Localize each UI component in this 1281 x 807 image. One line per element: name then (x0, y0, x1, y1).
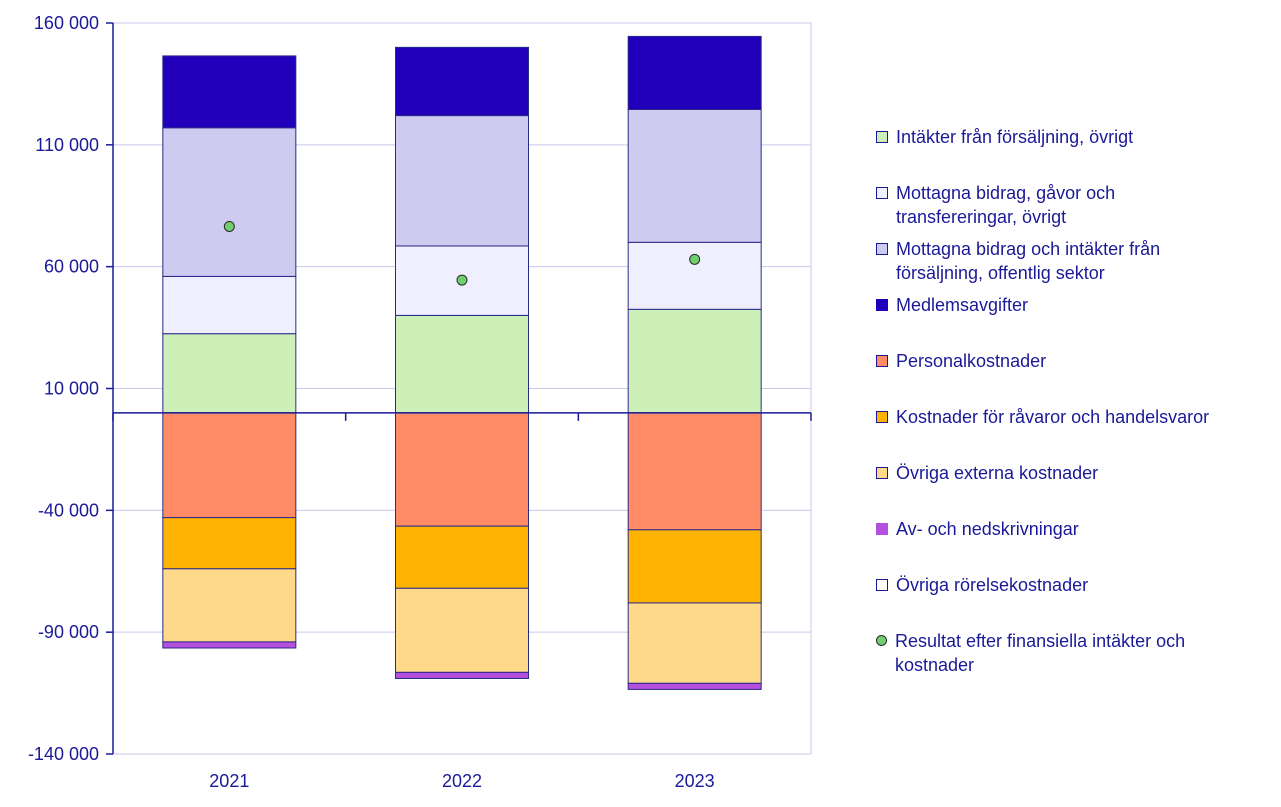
y-tick-label: -40 000 (38, 500, 99, 520)
legend-swatch (876, 299, 888, 311)
bar-segment (395, 671, 529, 679)
bar-segment (395, 525, 529, 589)
legend-label-line: Personalkostnader (896, 351, 1047, 371)
y-tick-label: 60 000 (44, 257, 99, 277)
legend-label-line: försäljning, offentlig sektor (896, 263, 1105, 283)
legend-item: Medlemsavgifter (876, 293, 1028, 317)
y-tick-label: -140 000 (28, 744, 99, 764)
legend-swatch (876, 467, 888, 479)
bar-segment (627, 109, 762, 243)
bar-segment (162, 412, 297, 519)
legend-swatch (876, 579, 888, 591)
bar-segment (627, 241, 762, 310)
legend-label: Resultat efter finansiella intäkter och k… (895, 629, 1185, 677)
bar-segment (627, 529, 762, 604)
bar-segment (627, 682, 762, 690)
result-point (223, 220, 235, 232)
legend-label: Personalkostnader (896, 349, 1046, 373)
y-tick-label: 160 000 (34, 13, 99, 33)
x-tick-label: 2023 (675, 771, 715, 791)
legend-label-line: kostnader (895, 655, 975, 675)
chart-legend: Intäkter från försäljning, övrigt Mottagn… (876, 0, 1276, 807)
legend-label-line: Av- och nedskrivningar (896, 519, 1079, 539)
legend-item: Av- och nedskrivningar (876, 517, 1079, 541)
legend-label-line: transfereringar, övrigt (896, 207, 1067, 227)
legend-item: Resultat efter finansiella intäkter och k… (876, 629, 1185, 677)
legend-swatch (876, 411, 888, 423)
legend-swatch (876, 131, 888, 143)
legend-label-line: Mottagna bidrag, gåvor och (896, 183, 1116, 203)
legend-label: Övriga rörelsekostnader (896, 573, 1088, 597)
bar-segment (162, 127, 297, 277)
legend-swatch (876, 355, 888, 367)
bar-segment (162, 55, 297, 129)
legend-swatch (876, 523, 888, 535)
legend-label: Mottagna bidrag och intäkter från försälj… (896, 237, 1160, 285)
legend-item: Övriga rörelsekostnader (876, 573, 1088, 597)
y-tick-label: 110 000 (35, 135, 99, 155)
legend-label-line: Resultat efter finansiella intäkter och (895, 631, 1186, 651)
legend-label: Medlemsavgifter (896, 293, 1028, 317)
legend-item: Mottagna bidrag, gåvor och transfereringa… (876, 181, 1115, 229)
x-tick-label: 2022 (442, 771, 482, 791)
bar-segment (395, 587, 529, 673)
legend-item: Intäkter från försäljning, övrigt (876, 125, 1133, 149)
bar-segment (627, 35, 762, 111)
bar-segment (627, 602, 762, 684)
bar-segment (162, 568, 297, 643)
bar-segment (395, 46, 529, 117)
legend-label: Av- och nedskrivningar (896, 517, 1079, 541)
legend-item: Övriga externa kostnader (876, 461, 1098, 485)
legend-item: Kostnader för råvaror och handelsvaror (876, 405, 1209, 429)
result-point (456, 274, 468, 286)
legend-label-line: Kostnader för råvaror och handelsvaror (896, 407, 1210, 427)
y-tick-label: -90 000 (38, 622, 99, 642)
legend-item: Mottagna bidrag och intäkter från försälj… (876, 237, 1160, 285)
legend-label: Övriga externa kostnader (896, 461, 1098, 485)
legend-swatch (876, 243, 888, 255)
legend-swatch (876, 635, 887, 646)
bar-segment (162, 641, 297, 649)
bar-segment (627, 412, 762, 531)
bar-segment (162, 275, 297, 335)
x-tick-label: 2021 (209, 771, 249, 791)
bar-segment (162, 517, 297, 570)
legend-label: Kostnader för råvaror och handelsvaror (896, 405, 1209, 429)
result-point (689, 253, 701, 265)
legend-label: Intäkter från försäljning, övrigt (896, 125, 1133, 149)
bar-segment (627, 308, 762, 414)
bar-segment (162, 333, 297, 414)
legend-label-line: Övriga rörelsekostnader (896, 575, 1089, 595)
legend-swatch (876, 187, 888, 199)
legend-label: Mottagna bidrag, gåvor och transfereringa… (896, 181, 1115, 229)
legend-label-line: Övriga externa kostnader (896, 463, 1099, 483)
bar-segment (395, 115, 529, 247)
legend-label-line: Intäkter från försäljning, övrigt (896, 127, 1134, 147)
bar-segment (395, 314, 529, 414)
legend-item: Personalkostnader (876, 349, 1046, 373)
bar-segment (395, 412, 529, 527)
legend-label-line: Mottagna bidrag och intäkter från (896, 239, 1161, 259)
legend-label-line: Medlemsavgifter (896, 295, 1029, 315)
y-tick-label: 10 000 (44, 379, 99, 399)
